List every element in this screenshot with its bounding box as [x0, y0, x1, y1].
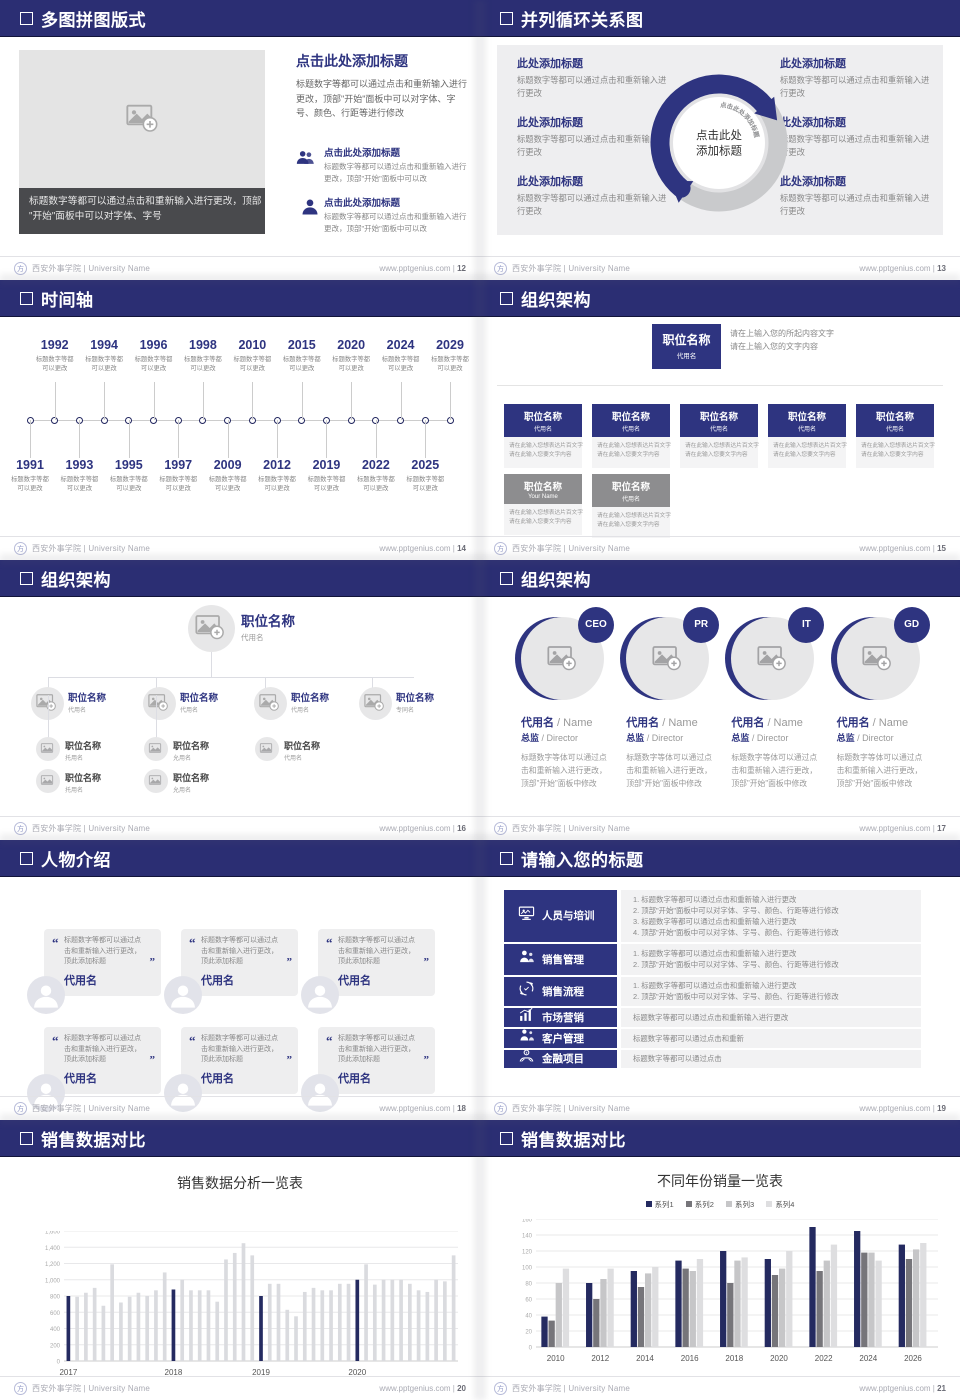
svg-text:添加标题: 添加标题 [696, 143, 742, 157]
svg-text:2024: 2024 [859, 1354, 877, 1363]
svg-text:2014: 2014 [636, 1354, 654, 1363]
svg-text:0: 0 [529, 1346, 533, 1352]
svg-text:800: 800 [50, 1295, 61, 1301]
svg-text:160: 160 [522, 1219, 533, 1224]
svg-text:点击此处: 点击此处 [696, 129, 742, 142]
svg-text:2022: 2022 [815, 1354, 833, 1363]
svg-text:20: 20 [525, 1330, 532, 1336]
svg-text:100: 100 [522, 1266, 533, 1272]
svg-text:400: 400 [50, 1327, 61, 1333]
svg-text:2012: 2012 [591, 1354, 609, 1363]
svg-text:600: 600 [50, 1311, 61, 1317]
svg-text:¥: ¥ [526, 1051, 528, 1055]
svg-text:80: 80 [525, 1282, 532, 1288]
svg-text:2026: 2026 [904, 1354, 922, 1363]
svg-text:60: 60 [525, 1298, 532, 1304]
svg-text:200: 200 [50, 1343, 61, 1349]
svg-text:2010: 2010 [547, 1354, 565, 1363]
svg-text:2020: 2020 [770, 1354, 788, 1363]
svg-text:120: 120 [522, 1250, 533, 1256]
svg-text:0: 0 [57, 1360, 61, 1366]
svg-text:2016: 2016 [681, 1354, 699, 1363]
svg-text:140: 140 [522, 1234, 533, 1240]
svg-text:1,200: 1,200 [45, 1262, 61, 1268]
svg-text:1,400: 1,400 [45, 1246, 61, 1252]
svg-text:1,600: 1,600 [45, 1231, 61, 1236]
svg-text:1,000: 1,000 [45, 1278, 61, 1284]
svg-text:2018: 2018 [725, 1354, 743, 1363]
svg-text:40: 40 [525, 1314, 532, 1320]
